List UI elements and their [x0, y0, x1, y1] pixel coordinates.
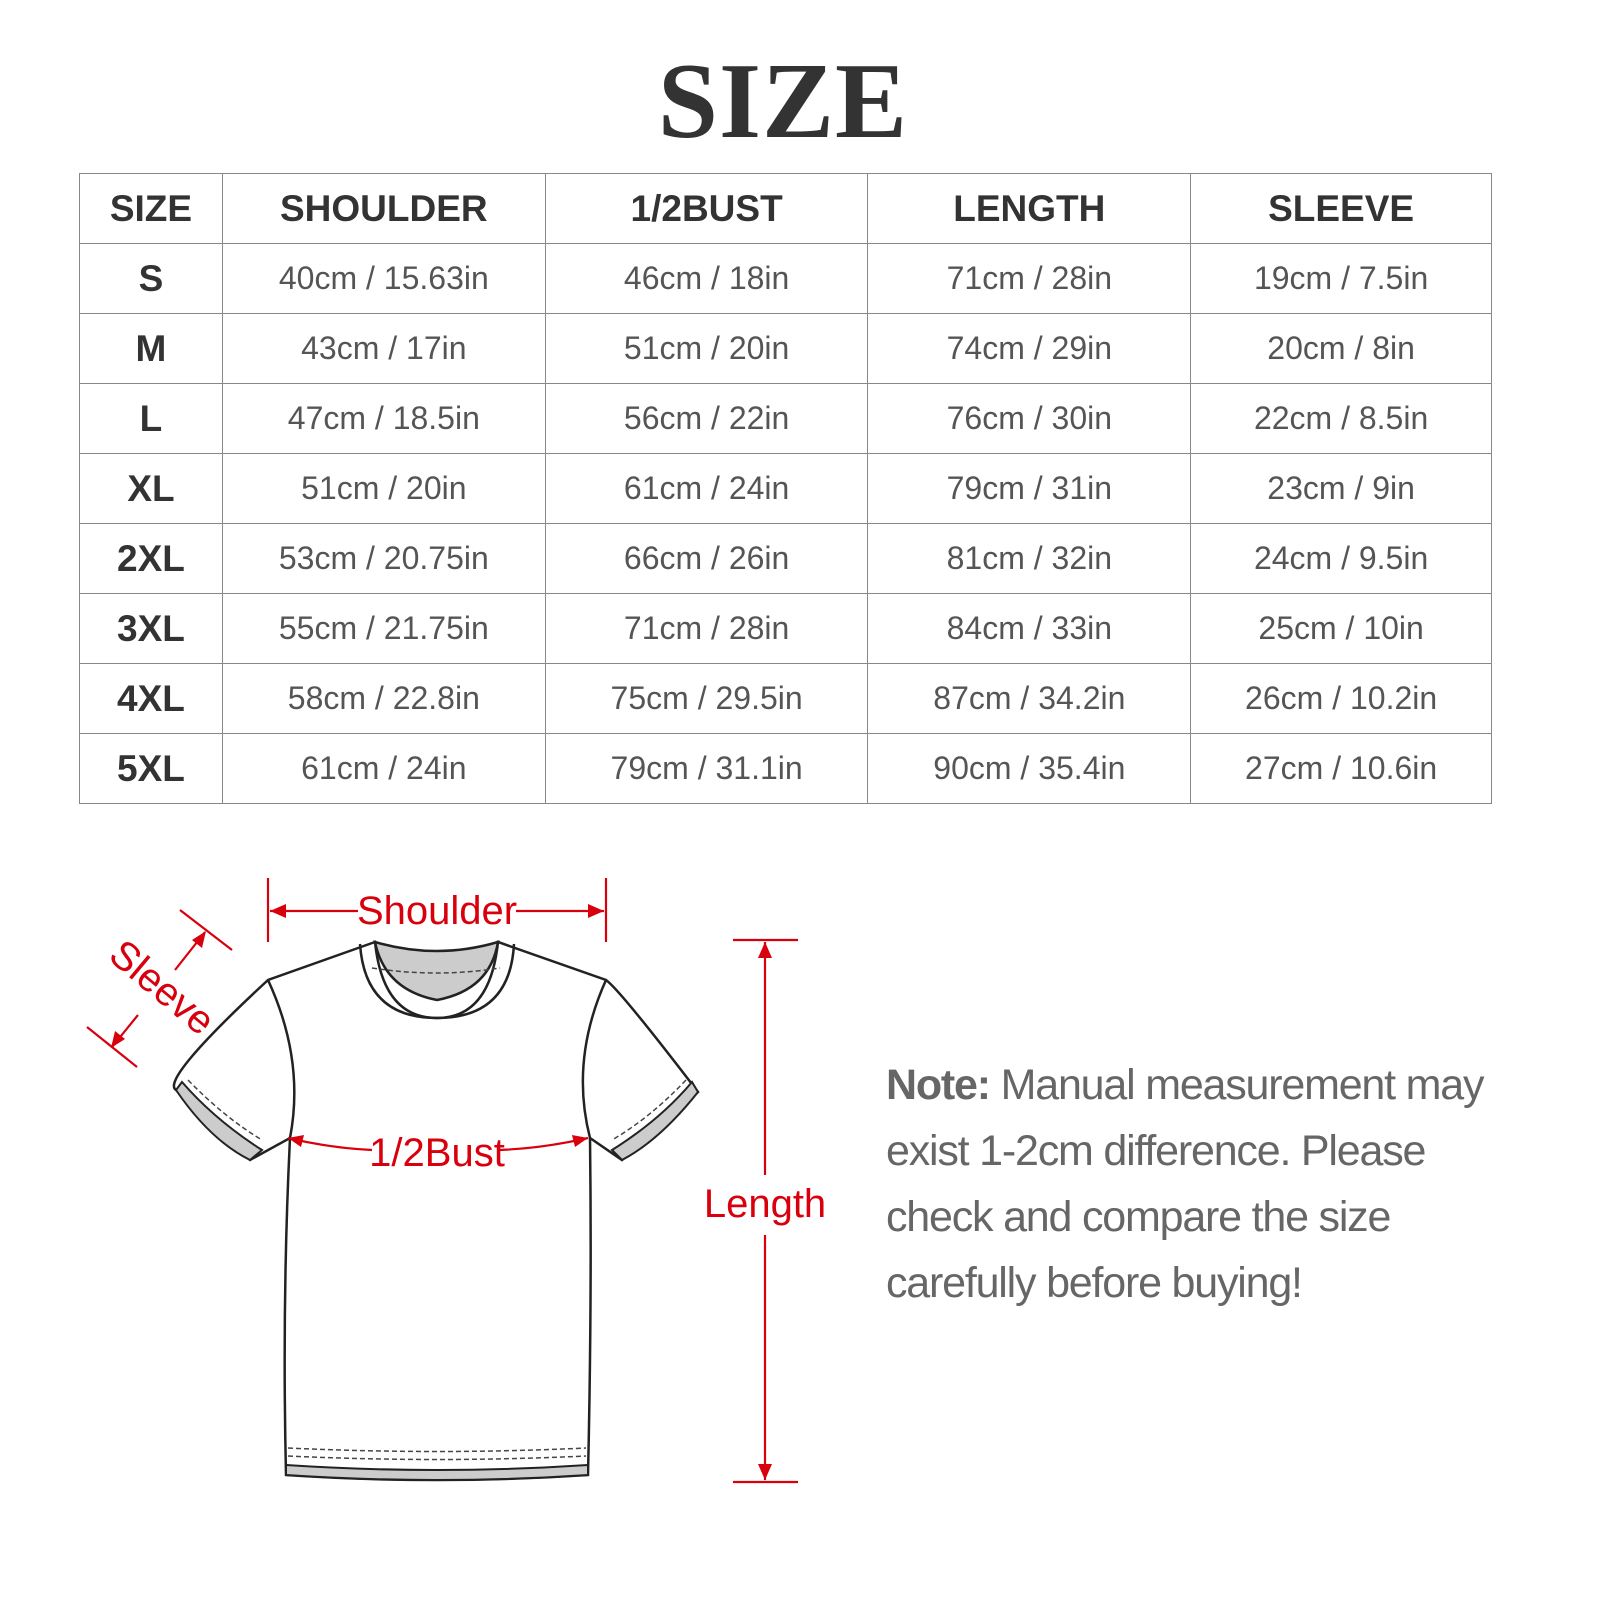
length-measure: [733, 938, 798, 1484]
measurement-cell: 81cm / 32in: [867, 523, 1192, 594]
table-row: XL 51cm / 20in 61cm / 24in 79cm / 31in 23cm …: [79, 453, 1492, 524]
size-cell: 2XL: [79, 523, 223, 594]
measurement-cell: 66cm / 26in: [544, 523, 869, 594]
note-label: Note:: [886, 1061, 991, 1109]
size-cell: L: [79, 383, 223, 454]
measurement-cell: 79cm / 31.1in: [544, 733, 869, 804]
measurement-note: Note: Manual measurement may exist 1-2cm…: [886, 1052, 1526, 1316]
measurement-cell: 71cm / 28in: [544, 593, 869, 664]
column-header: SIZE: [79, 173, 223, 244]
table-row: 2XL 53cm / 20.75in 66cm / 26in 81cm / 32in 2…: [79, 523, 1492, 594]
measurement-cell: 23cm / 9in: [1190, 453, 1492, 524]
measurement-cell: 43cm / 17in: [221, 313, 546, 384]
length-label: Length: [704, 1182, 826, 1226]
measurement-cell: 87cm / 34.2in: [867, 663, 1192, 734]
measurement-cell: 74cm / 29in: [867, 313, 1192, 384]
column-header: SLEEVE: [1190, 173, 1492, 244]
measurement-cell: 56cm / 22in: [544, 383, 869, 454]
table-row: 3XL 55cm / 21.75in 71cm / 28in 84cm / 33in 2…: [79, 593, 1492, 664]
measurement-cell: 20cm / 8in: [1190, 313, 1492, 384]
sleeve-measure: [86, 909, 233, 1068]
measurement-cell: 22cm / 8.5in: [1190, 383, 1492, 454]
size-cell: 3XL: [79, 593, 223, 664]
table-row: L 47cm / 18.5in 56cm / 22in 76cm / 30in 22cm…: [79, 383, 1492, 454]
shoulder-measure: [266, 878, 608, 942]
measurement-cell: 90cm / 35.4in: [867, 733, 1192, 804]
size-cell: 4XL: [79, 663, 223, 734]
bust-measure: [287, 1135, 589, 1152]
shoulder-label: Shoulder: [357, 889, 517, 933]
measurement-cell: 19cm / 7.5in: [1190, 243, 1492, 314]
measurement-cell: 61cm / 24in: [544, 453, 869, 524]
column-header: SHOULDER: [221, 173, 546, 244]
size-cell: M: [79, 313, 223, 384]
measurement-cell: 51cm / 20in: [544, 313, 869, 384]
tshirt-illustration: [172, 940, 700, 1482]
measurement-cell: 51cm / 20in: [221, 453, 546, 524]
measurement-cell: 84cm / 33in: [867, 593, 1192, 664]
table-row: 5XL 61cm / 24in 79cm / 31.1in 90cm / 35.4in…: [79, 733, 1492, 804]
size-cell: 5XL: [79, 733, 223, 804]
measurement-cell: 71cm / 28in: [867, 243, 1192, 314]
column-header: 1/2BUST: [544, 173, 869, 244]
measurement-cell: 46cm / 18in: [544, 243, 869, 314]
measurement-cell: 25cm / 10in: [1190, 593, 1492, 664]
measurement-cell: 53cm / 20.75in: [221, 523, 546, 594]
size-cell: S: [79, 243, 223, 314]
table-row: M 43cm / 17in 51cm / 20in 74cm / 29in 20cm /…: [79, 313, 1492, 384]
measurement-cell: 24cm / 9.5in: [1190, 523, 1492, 594]
table-row: S 40cm / 15.63in 46cm / 18in 71cm / 28in 19c…: [79, 243, 1492, 314]
bust-label: 1/2Bust: [369, 1131, 505, 1175]
measurement-cell: 79cm / 31in: [867, 453, 1192, 524]
measurement-cell: 58cm / 22.8in: [221, 663, 546, 734]
page-title: SIZE: [657, 42, 909, 161]
measurement-cell: 26cm / 10.2in: [1190, 663, 1492, 734]
size-cell: XL: [79, 453, 223, 524]
sleeve-label: Sleeve: [101, 932, 223, 1044]
measurement-cell: 27cm / 10.6in: [1190, 733, 1492, 804]
note-text: Manual measurement may exist 1-2cm diffe…: [886, 1061, 1484, 1307]
measurement-cell: 55cm / 21.75in: [221, 593, 546, 664]
size-table: SIZE SHOULDER 1/2BUST LENGTH SLEEVE S 40cm / …: [79, 173, 1492, 804]
tshirt-diagram: Shoulder Length 1/2Bust Sleeve: [86, 878, 826, 1484]
table-header-row: SIZE SHOULDER 1/2BUST LENGTH SLEEVE: [79, 173, 1492, 244]
measurement-cell: 76cm / 30in: [867, 383, 1192, 454]
table-row: 4XL 58cm / 22.8in 75cm / 29.5in 87cm / 34.2…: [79, 663, 1492, 734]
measurement-cell: 47cm / 18.5in: [221, 383, 546, 454]
measurement-cell: 40cm / 15.63in: [221, 243, 546, 314]
measurement-cell: 61cm / 24in: [221, 733, 546, 804]
measurement-cell: 75cm / 29.5in: [544, 663, 869, 734]
column-header: LENGTH: [867, 173, 1192, 244]
